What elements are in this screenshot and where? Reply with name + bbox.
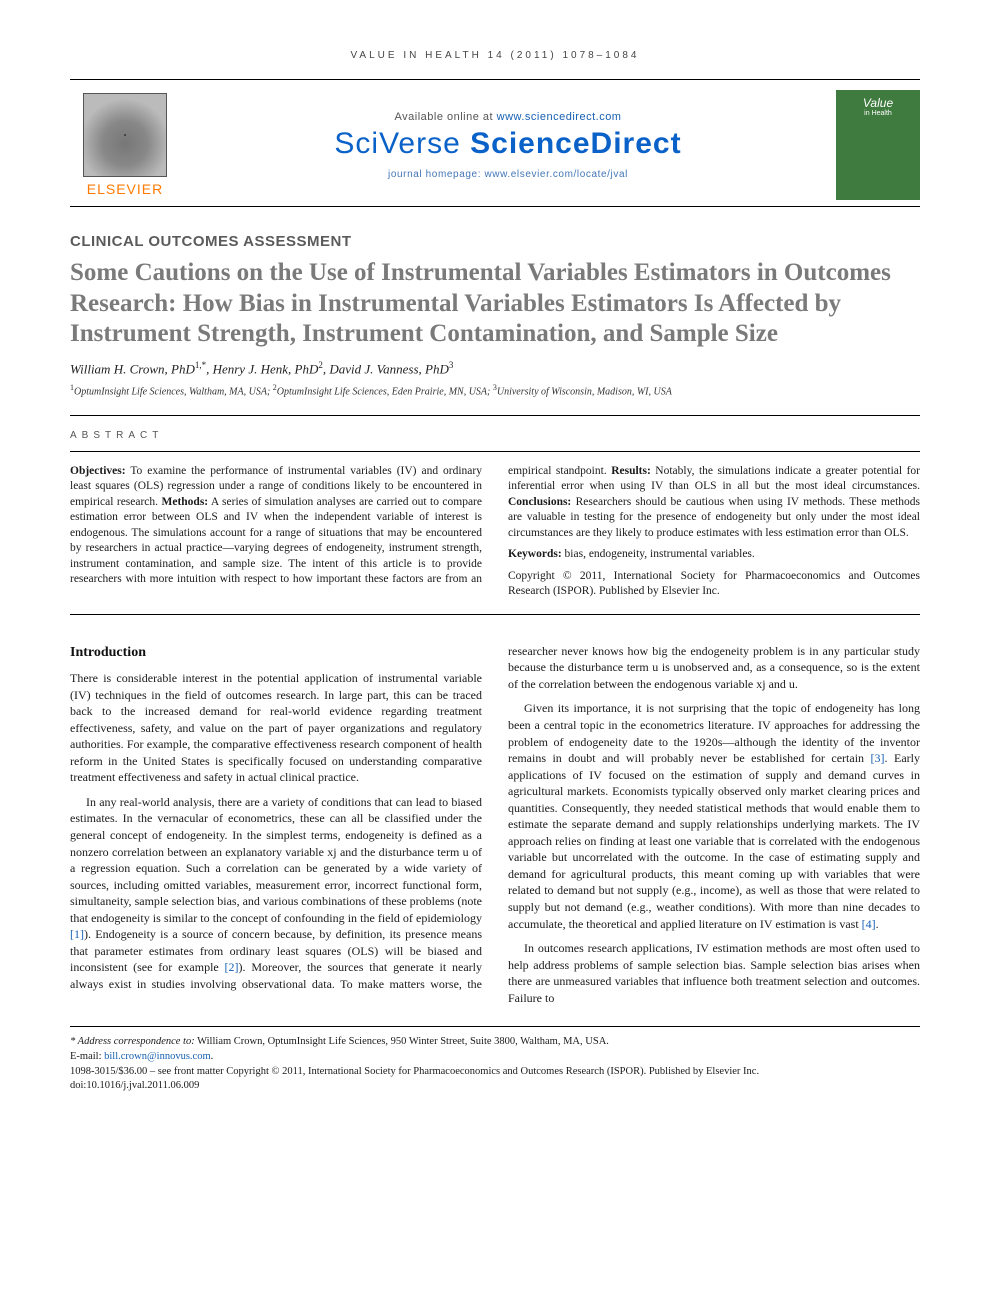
p3-b: . Early applications of IV focused on th…	[508, 751, 920, 930]
ref-4-link[interactable]: [4]	[862, 917, 876, 931]
keywords-label: Keywords:	[508, 548, 562, 560]
homepage-prefix: journal homepage:	[388, 169, 484, 180]
results-label: Results:	[611, 465, 651, 477]
authors-line: William H. Crown, PhD1,*, Henry J. Henk,…	[70, 360, 920, 377]
email-label: E-mail:	[70, 1051, 104, 1062]
ref-1-link[interactable]: [1]	[70, 927, 84, 941]
available-prefix: Available online at	[395, 111, 497, 123]
p3-c: .	[876, 917, 879, 931]
abstract-label: ABSTRACT	[70, 430, 920, 441]
intro-p3: Given its importance, it is not surprisi…	[508, 700, 920, 932]
methods-label: Methods:	[161, 496, 208, 508]
available-online-line: Available online at www.sciencedirect.co…	[196, 111, 820, 123]
brand-bold: ScienceDirect	[470, 127, 681, 160]
footnotes: * Address correspondence to: William Cro…	[70, 1026, 920, 1094]
email-line: E-mail: bill.crown@innovus.com.	[70, 1050, 920, 1065]
sciverse-brand: SciVerse ScienceDirect	[196, 127, 820, 161]
abstract: Objectives: To examine the performance o…	[70, 451, 920, 615]
journal-homepage-link[interactable]: www.elsevier.com/locate/jval	[484, 169, 628, 180]
p3-a: Given its importance, it is not surprisi…	[508, 701, 920, 765]
correspondence-email-link[interactable]: bill.crown@innovus.com	[104, 1051, 211, 1062]
masthead-center: Available online at www.sciencedirect.co…	[196, 111, 820, 180]
article-body: Introduction There is considerable inter…	[70, 643, 920, 1006]
journal-cover-thumbnail: Value in Health	[836, 90, 920, 200]
journal-homepage-line: journal homepage: www.elsevier.com/locat…	[196, 169, 820, 180]
section-label: CLINICAL OUTCOMES ASSESSMENT	[70, 233, 920, 250]
correspondence-line: * Address correspondence to: William Cro…	[70, 1035, 920, 1050]
correspondence-label: * Address correspondence to:	[70, 1036, 195, 1047]
ref-2-link[interactable]: [2]	[225, 960, 239, 974]
masthead: • ELSEVIER Available online at www.scien…	[70, 79, 920, 207]
sciencedirect-link[interactable]: www.sciencedirect.com	[497, 111, 622, 123]
abstract-copyright: Copyright © 2011, International Society …	[508, 569, 920, 600]
ref-3-link[interactable]: [3]	[871, 751, 885, 765]
article-title: Some Cautions on the Use of Instrumental…	[70, 258, 920, 350]
issn-line: 1098-3015/$36.00 – see front matter Copy…	[70, 1065, 920, 1080]
elsevier-logo-block: • ELSEVIER	[70, 93, 180, 197]
running-header: VALUE IN HEALTH 14 (2011) 1078–1084	[70, 50, 920, 61]
keywords-text: bias, endogeneity, instrumental variable…	[562, 548, 755, 560]
elsevier-wordmark: ELSEVIER	[87, 181, 163, 197]
intro-p1: There is considerable interest in the po…	[70, 670, 482, 786]
objectives-label: Objectives:	[70, 465, 126, 477]
introduction-heading: Introduction	[70, 643, 482, 662]
affiliations: 1OptumInsight Life Sciences, Waltham, MA…	[70, 383, 920, 416]
p2-a: In any real-world analysis, there are a …	[70, 795, 482, 925]
correspondence-text: William Crown, OptumInsight Life Science…	[195, 1036, 609, 1047]
cover-subtitle: in Health	[864, 110, 892, 117]
conclusions-label: Conclusions:	[508, 496, 571, 508]
elsevier-tree-icon: •	[83, 93, 167, 177]
intro-p4: In outcomes research applications, IV es…	[508, 940, 920, 1006]
brand-light: SciVerse	[334, 127, 470, 160]
cover-title: Value	[863, 96, 893, 110]
doi-line: doi:10.1016/j.jval.2011.06.009	[70, 1079, 920, 1094]
